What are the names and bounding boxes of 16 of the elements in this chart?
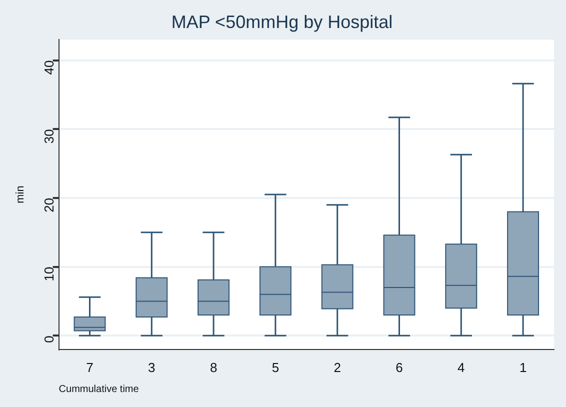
x-tick-label: 3 xyxy=(148,360,156,375)
y-tick-label: 20 xyxy=(41,198,56,212)
y-tick-label: 0 xyxy=(41,336,56,343)
x-axis-title: Cummulative time xyxy=(58,384,140,395)
chart-title: MAP <50mmHg by Hospital xyxy=(171,12,393,32)
y-tick-label: 40 xyxy=(41,60,56,75)
x-tick-label: 2 xyxy=(334,360,341,375)
x-tick-label: 6 xyxy=(396,360,403,375)
y-tick-label: 10 xyxy=(41,266,56,282)
x-tick-label: 7 xyxy=(86,360,94,375)
y-tick-label: 30 xyxy=(41,129,56,144)
x-tick-label: 8 xyxy=(210,360,218,375)
x-tick-label: 1 xyxy=(519,360,527,375)
x-tick-label: 5 xyxy=(272,360,280,375)
y-axis-title: min xyxy=(14,186,27,204)
x-tick-label: 4 xyxy=(458,360,465,375)
